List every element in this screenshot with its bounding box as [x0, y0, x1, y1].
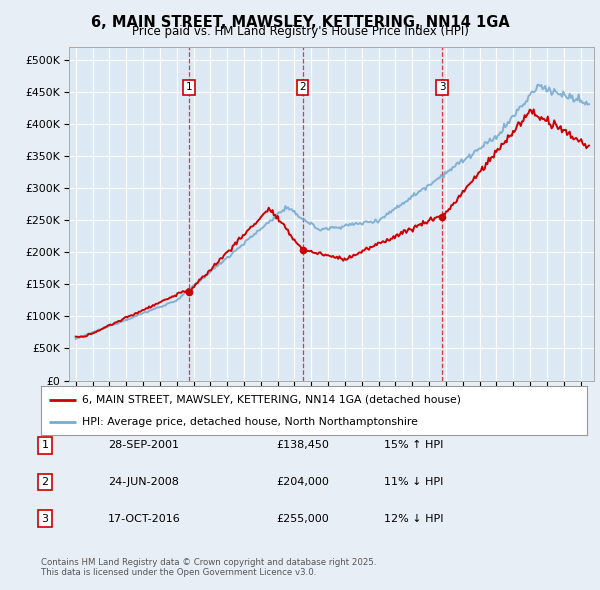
Text: 1: 1 [41, 441, 49, 450]
Text: 12% ↓ HPI: 12% ↓ HPI [384, 514, 443, 523]
Text: Price paid vs. HM Land Registry's House Price Index (HPI): Price paid vs. HM Land Registry's House … [131, 25, 469, 38]
Text: Contains HM Land Registry data © Crown copyright and database right 2025.
This d: Contains HM Land Registry data © Crown c… [41, 558, 376, 577]
Text: 1: 1 [186, 82, 193, 92]
Text: 6, MAIN STREET, MAWSLEY, KETTERING, NN14 1GA (detached house): 6, MAIN STREET, MAWSLEY, KETTERING, NN14… [82, 395, 461, 405]
Text: 24-JUN-2008: 24-JUN-2008 [108, 477, 179, 487]
Text: 6, MAIN STREET, MAWSLEY, KETTERING, NN14 1GA: 6, MAIN STREET, MAWSLEY, KETTERING, NN14… [91, 15, 509, 30]
Text: 28-SEP-2001: 28-SEP-2001 [108, 441, 179, 450]
Text: 2: 2 [41, 477, 49, 487]
Text: 3: 3 [41, 514, 49, 523]
Text: 15% ↑ HPI: 15% ↑ HPI [384, 441, 443, 450]
Text: 2: 2 [299, 82, 306, 92]
Text: HPI: Average price, detached house, North Northamptonshire: HPI: Average price, detached house, Nort… [82, 417, 418, 427]
Text: £255,000: £255,000 [276, 514, 329, 523]
Text: 17-OCT-2016: 17-OCT-2016 [108, 514, 181, 523]
Text: 11% ↓ HPI: 11% ↓ HPI [384, 477, 443, 487]
Text: £204,000: £204,000 [276, 477, 329, 487]
Text: 3: 3 [439, 82, 446, 92]
Text: £138,450: £138,450 [276, 441, 329, 450]
